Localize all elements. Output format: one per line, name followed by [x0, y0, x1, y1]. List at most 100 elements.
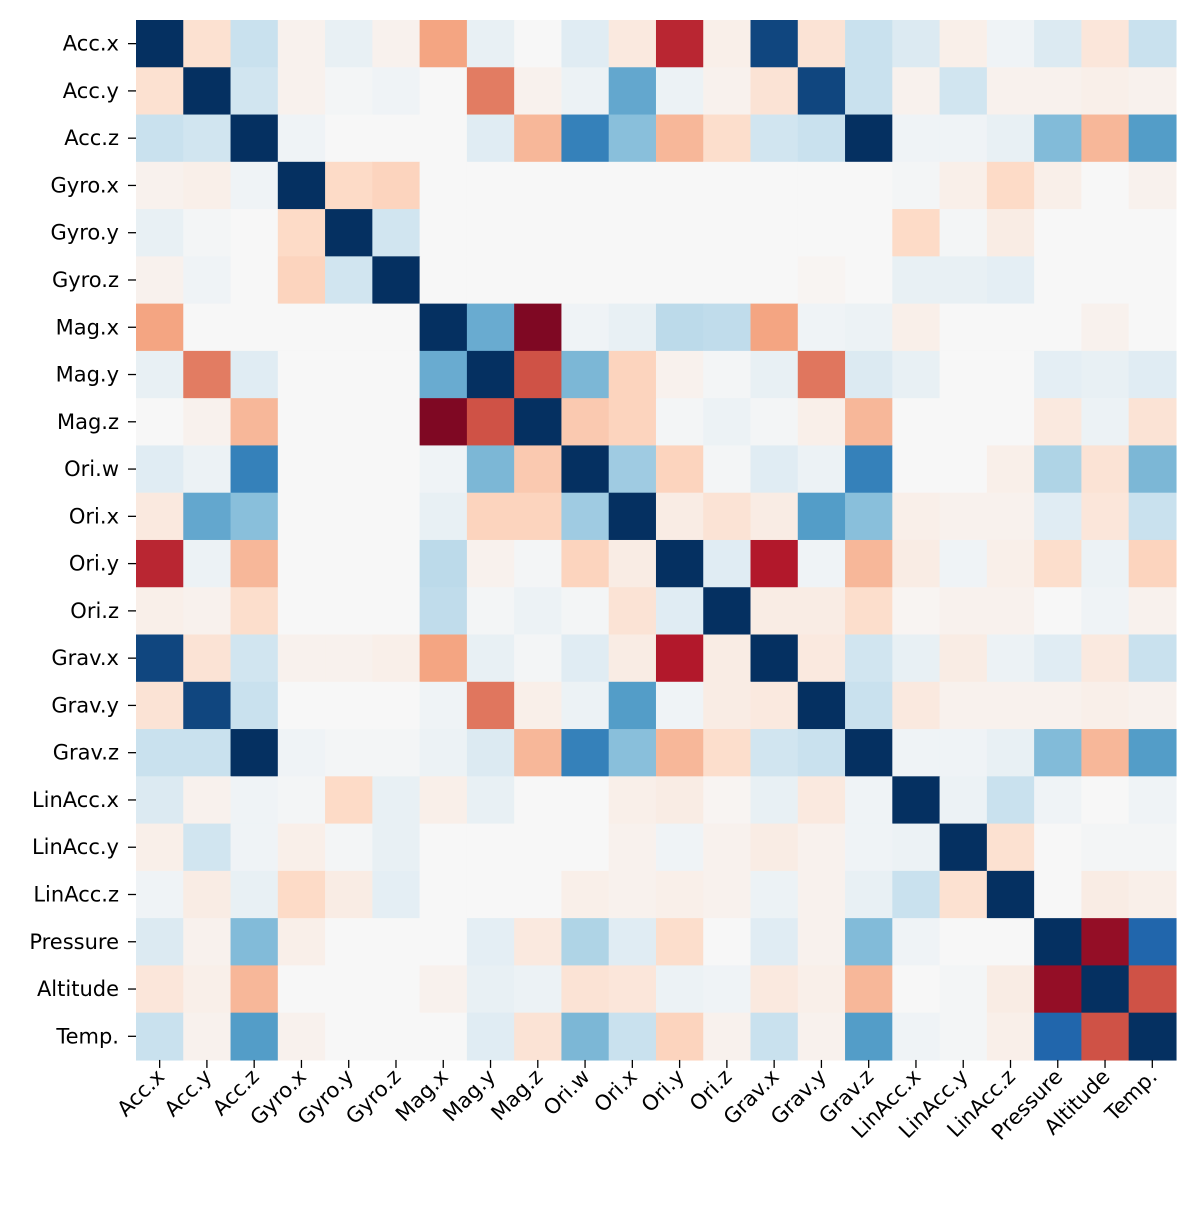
x-tick-label: Ori.w — [539, 1065, 595, 1121]
y-tick-label: Altitude — [37, 977, 119, 1001]
heatmap-cell — [1034, 965, 1082, 1014]
heatmap-cell — [655, 303, 704, 352]
heatmap-cell — [372, 67, 421, 116]
heatmap-cell — [325, 350, 373, 399]
heatmap-cell — [655, 209, 704, 257]
heatmap-cell — [561, 445, 610, 494]
heatmap-cell — [608, 729, 657, 777]
heatmap-cell — [655, 918, 704, 966]
heatmap-cell — [986, 445, 1035, 494]
heatmap-cell — [797, 209, 846, 257]
heatmap-cell — [750, 823, 799, 872]
heatmap-cell — [608, 776, 657, 825]
heatmap-cell — [419, 114, 468, 163]
heatmap-cell — [939, 492, 988, 541]
heatmap-cell — [750, 303, 799, 352]
heatmap-cell — [1128, 209, 1177, 257]
heatmap-cell — [797, 870, 846, 919]
y-tick-label: Ori.w — [64, 457, 119, 481]
heatmap-cell — [277, 398, 326, 447]
heatmap-cell — [1128, 634, 1177, 683]
y-tick-label: Gyro.z — [52, 268, 119, 292]
heatmap-cell — [986, 67, 1035, 116]
heatmap-cell — [466, 539, 515, 588]
heatmap-cell — [797, 303, 846, 352]
heatmap-cell — [703, 114, 752, 163]
heatmap-cell — [892, 776, 941, 825]
heatmap-cell — [703, 161, 752, 210]
heatmap-cell — [514, 1012, 563, 1061]
heatmap-cell — [514, 303, 563, 352]
y-tick-label: LinAcc.x — [32, 788, 119, 812]
heatmap-cell — [372, 492, 421, 541]
heatmap-cell — [655, 729, 704, 777]
heatmap-cell — [325, 492, 373, 541]
heatmap-cell — [466, 681, 515, 730]
heatmap-cell — [986, 398, 1035, 447]
heatmap-cell — [419, 161, 468, 210]
x-tick-label: Ori.y — [637, 1065, 689, 1117]
heatmap-cell — [1128, 681, 1177, 730]
heatmap-cell — [183, 634, 232, 683]
heatmap-cell — [750, 350, 799, 399]
heatmap-cell — [892, 161, 941, 210]
heatmap-cell — [230, 20, 279, 68]
heatmap-cell — [939, 587, 988, 636]
heatmap-cell — [514, 67, 563, 116]
heatmap-cell — [1128, 445, 1177, 494]
heatmap-cell — [939, 634, 988, 683]
heatmap-cell — [561, 20, 610, 68]
heatmap-cell — [277, 209, 326, 257]
heatmap-cell — [892, 20, 941, 68]
heatmap-cell — [608, 681, 657, 730]
heatmap-cell — [750, 870, 799, 919]
heatmap-cell — [230, 539, 279, 588]
heatmap-cell — [514, 776, 563, 825]
heatmap-cell — [277, 634, 326, 683]
heatmap-cell — [325, 161, 373, 210]
heatmap-cell — [845, 398, 893, 447]
heatmap-cell — [136, 67, 184, 116]
heatmap-cell — [703, 681, 752, 730]
heatmap-cell — [136, 1012, 184, 1061]
heatmap-cell — [655, 587, 704, 636]
heatmap-cell — [750, 776, 799, 825]
heatmap-cell — [892, 114, 941, 163]
heatmap-cell — [419, 729, 468, 777]
heatmap-cell — [561, 823, 610, 872]
heatmap-cell — [1081, 587, 1130, 636]
heatmap-cell — [1081, 918, 1130, 966]
heatmap-cell — [136, 729, 184, 777]
heatmap-cell — [136, 823, 184, 872]
heatmap-cell — [372, 303, 421, 352]
heatmap-cell — [466, 303, 515, 352]
heatmap-cell — [655, 350, 704, 399]
heatmap-cell — [1128, 398, 1177, 447]
heatmap-cell — [277, 20, 326, 68]
heatmap-cell — [183, 350, 232, 399]
heatmap-cell — [183, 398, 232, 447]
heatmap-cell — [1034, 67, 1082, 116]
heatmap-cell — [466, 445, 515, 494]
heatmap-cell — [466, 209, 515, 257]
heatmap-cell — [136, 445, 184, 494]
heatmap-cell — [277, 870, 326, 919]
heatmap-cell — [419, 492, 468, 541]
heatmap-cell — [372, 729, 421, 777]
heatmap-cell — [608, 587, 657, 636]
heatmap-cell — [419, 256, 468, 305]
heatmap-cell — [608, 303, 657, 352]
heatmap-cell — [939, 918, 988, 966]
heatmap-cell — [325, 870, 373, 919]
heatmap-cell — [939, 398, 988, 447]
heatmap-cell — [892, 398, 941, 447]
heatmap-cell — [561, 539, 610, 588]
heatmap-cell — [136, 870, 184, 919]
heatmap-cell — [986, 161, 1035, 210]
heatmap-cell — [372, 918, 421, 966]
heatmap-cell — [750, 492, 799, 541]
heatmap-cell — [986, 256, 1035, 305]
heatmap-cell — [797, 114, 846, 163]
heatmap-cell — [608, 350, 657, 399]
